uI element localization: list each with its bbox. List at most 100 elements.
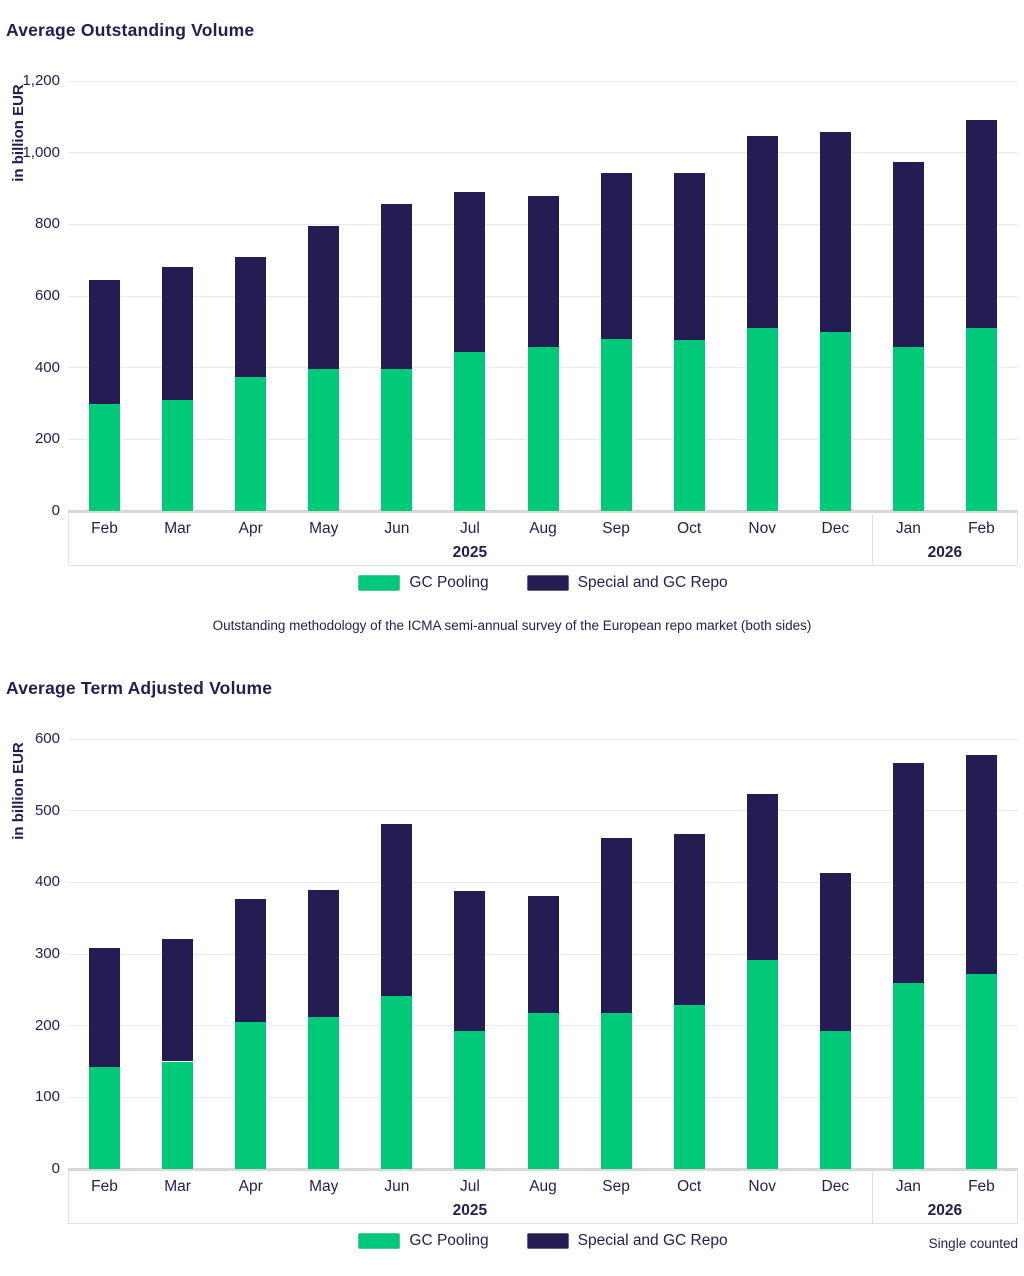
bar-dec-gc-pooling[interactable]: [819, 1030, 851, 1169]
legend-item-gc-pooling[interactable]: GC Pooling: [358, 573, 489, 593]
y-tick-label: 1,000: [22, 143, 60, 161]
x-tick-jul: Jul: [460, 520, 480, 537]
bar-mar-special-and-gc-repo[interactable]: [162, 938, 194, 1062]
y-tick-label: 600: [34, 287, 60, 304]
bar-mar-gc-pooling[interactable]: [162, 399, 194, 511]
bar-jun-gc-pooling[interactable]: [381, 995, 413, 1169]
y-tick-label: 500: [34, 801, 60, 819]
bar-jul-special-and-gc-repo[interactable]: [454, 192, 486, 352]
bar-oct-special-and-gc-repo[interactable]: [673, 833, 705, 1005]
bar-jan-gc-pooling[interactable]: [892, 982, 924, 1169]
year-divider: [871, 1172, 873, 1224]
bar-nov-special-and-gc-repo[interactable]: [746, 135, 778, 328]
x-tick-dec: Dec: [821, 520, 850, 537]
bar-feb-special-and-gc-repo[interactable]: [965, 120, 997, 328]
legend: GC Pooling Special and GC Repo: [68, 1231, 1018, 1251]
legend: GC Pooling Special and GC Repo: [68, 573, 1018, 593]
x-tick-may: May: [309, 520, 339, 537]
bar-apr-special-and-gc-repo[interactable]: [235, 256, 267, 377]
x-tick-nov: Nov: [748, 520, 776, 537]
x-tick-apr: Apr: [238, 1178, 263, 1195]
y-tick-label: 200: [34, 430, 60, 448]
x-tick-sep: Sep: [602, 1178, 630, 1195]
bar-nov-gc-pooling[interactable]: [746, 327, 778, 511]
x-tick-oct: Oct: [677, 1178, 702, 1195]
bar-mar-gc-pooling[interactable]: [162, 1061, 194, 1169]
bar-jun-gc-pooling[interactable]: [381, 369, 413, 511]
x-tick-feb: Feb: [968, 520, 995, 537]
bar-dec-gc-pooling[interactable]: [819, 331, 851, 511]
legend-label: GC Pooling: [409, 1232, 489, 1249]
year-label-2025: 2025: [452, 1202, 488, 1219]
bar-apr-gc-pooling[interactable]: [235, 376, 267, 511]
bar-feb-gc-pooling[interactable]: [89, 1066, 121, 1169]
bar-dec-special-and-gc-repo[interactable]: [819, 132, 851, 332]
y-tick-label: 0: [51, 1160, 60, 1177]
bar-aug-special-and-gc-repo[interactable]: [527, 895, 559, 1014]
bar-sep-gc-pooling[interactable]: [600, 339, 632, 511]
legend-label: GC Pooling: [409, 574, 489, 591]
bar-may-gc-pooling[interactable]: [308, 369, 340, 511]
bar-jun-special-and-gc-repo[interactable]: [381, 203, 413, 370]
bar-may-gc-pooling[interactable]: [308, 1017, 340, 1169]
bar-jan-special-and-gc-repo[interactable]: [892, 161, 924, 347]
bar-jun-special-and-gc-repo[interactable]: [381, 824, 413, 996]
bar-mar-special-and-gc-repo[interactable]: [162, 267, 194, 400]
bar-oct-special-and-gc-repo[interactable]: [673, 173, 705, 340]
bar-jan-gc-pooling[interactable]: [892, 346, 924, 511]
y-tick-label: 1,200: [22, 72, 60, 89]
bar-jan-special-and-gc-repo[interactable]: [892, 763, 924, 983]
bar-may-special-and-gc-repo[interactable]: [308, 889, 340, 1018]
year-divider: [871, 514, 873, 566]
gridline: [68, 881, 1018, 883]
x-axis-line: [68, 1168, 1018, 1171]
x-tick-sep: Sep: [602, 520, 630, 537]
bar-nov-special-and-gc-repo[interactable]: [746, 794, 778, 961]
legend-label: Special and GC Repo: [577, 1232, 728, 1249]
bar-feb-gc-pooling[interactable]: [965, 327, 997, 511]
x-tick-feb: Feb: [968, 1178, 995, 1195]
bar-feb-gc-pooling[interactable]: [89, 403, 121, 511]
legend-item-special-and-gc-repo[interactable]: Special and GC Repo: [526, 573, 728, 593]
bar-aug-gc-pooling[interactable]: [527, 346, 559, 511]
bar-apr-special-and-gc-repo[interactable]: [235, 898, 267, 1023]
chart-average-term-adjusted-volume: Average Term Adjusted Volume in billion …: [0, 658, 1024, 1276]
x-tick-jul: Jul: [460, 1178, 480, 1195]
x-tick-dec: Dec: [821, 1178, 850, 1195]
gridline: [68, 80, 1018, 82]
bar-oct-gc-pooling[interactable]: [673, 1004, 705, 1169]
x-tick-aug: Aug: [529, 520, 557, 537]
footnote: Outstanding methodology of the ICMA semi…: [212, 618, 812, 633]
bar-feb-special-and-gc-repo[interactable]: [89, 279, 121, 404]
bar-sep-special-and-gc-repo[interactable]: [600, 837, 632, 1014]
x-tick-jan: Jan: [895, 1178, 921, 1195]
bar-dec-special-and-gc-repo[interactable]: [819, 873, 851, 1031]
bar-nov-gc-pooling[interactable]: [746, 960, 778, 1169]
bar-jul-gc-pooling[interactable]: [454, 351, 486, 511]
legend-item-gc-pooling[interactable]: GC Pooling: [358, 1231, 489, 1251]
x-axis-band: [68, 514, 1018, 566]
y-tick-label: 400: [34, 873, 60, 891]
x-axis-band: [68, 1172, 1018, 1224]
bar-may-special-and-gc-repo[interactable]: [308, 226, 340, 370]
year-label-2026: 2026: [927, 1202, 963, 1219]
y-tick-label: 100: [34, 1088, 60, 1106]
bar-jul-special-and-gc-repo[interactable]: [454, 890, 486, 1031]
legend-item-special-and-gc-repo[interactable]: Special and GC Repo: [526, 1231, 728, 1251]
y-tick-label: 800: [34, 215, 60, 233]
bar-sep-special-and-gc-repo[interactable]: [600, 173, 632, 339]
y-tick-label: 300: [34, 945, 60, 962]
x-tick-mar: Mar: [164, 520, 191, 537]
bar-sep-gc-pooling[interactable]: [600, 1013, 632, 1169]
bar-aug-gc-pooling[interactable]: [527, 1013, 559, 1169]
bar-jul-gc-pooling[interactable]: [454, 1030, 486, 1169]
bar-feb-special-and-gc-repo[interactable]: [965, 754, 997, 975]
bar-aug-special-and-gc-repo[interactable]: [527, 196, 559, 347]
bar-feb-special-and-gc-repo[interactable]: [89, 948, 121, 1067]
bar-apr-gc-pooling[interactable]: [235, 1022, 267, 1169]
x-tick-aug: Aug: [529, 1178, 557, 1195]
bar-oct-gc-pooling[interactable]: [673, 339, 705, 511]
legend-label: Special and GC Repo: [577, 574, 728, 591]
bar-feb-gc-pooling[interactable]: [965, 974, 997, 1169]
single-counted-note: Single counted: [928, 1236, 1018, 1251]
